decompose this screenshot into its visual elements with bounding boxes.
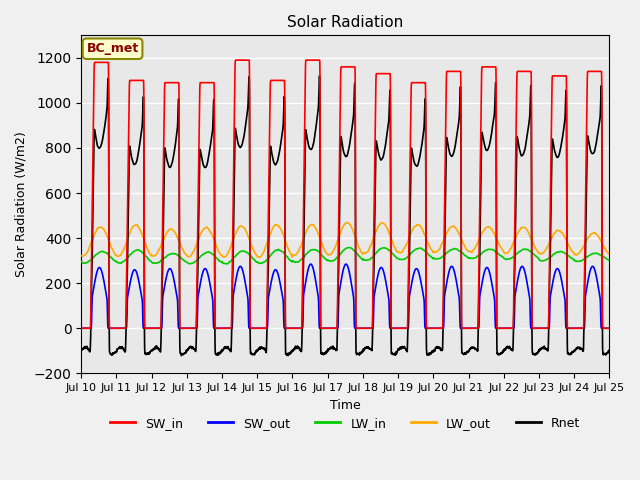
Rnet <box>605 348 612 353</box>
SW_in <box>493 325 501 331</box>
LW_in <box>344 245 352 251</box>
Rnet <box>326 346 333 352</box>
LW_out <box>464 248 472 254</box>
LW_in <box>172 252 180 257</box>
SW_in <box>435 325 442 331</box>
LW_in <box>223 261 231 267</box>
LW_out <box>172 232 180 238</box>
Line: Rnet: Rnet <box>81 76 609 356</box>
Line: SW_out: SW_out <box>81 264 609 328</box>
Text: BC_met: BC_met <box>86 42 139 55</box>
Line: SW_in: SW_in <box>81 60 609 328</box>
Rnet <box>316 73 323 79</box>
Rnet <box>464 349 472 355</box>
LW_out <box>435 248 442 253</box>
LW_in <box>435 256 442 262</box>
LW_in <box>605 258 613 264</box>
Y-axis label: Solar Radiation (W/m2): Solar Radiation (W/m2) <box>15 132 28 277</box>
Rnet <box>435 345 442 350</box>
LW_out <box>255 254 263 260</box>
SW_out <box>435 325 442 331</box>
X-axis label: Time: Time <box>330 398 361 412</box>
SW_out <box>172 288 180 294</box>
LW_out <box>494 238 502 244</box>
Rnet <box>605 348 613 354</box>
SW_in <box>77 325 85 331</box>
SW_in <box>232 57 240 63</box>
Legend: SW_in, SW_out, LW_in, LW_out, Rnet: SW_in, SW_out, LW_in, LW_out, Rnet <box>106 412 586 435</box>
SW_in <box>172 80 180 85</box>
Rnet <box>77 348 85 353</box>
SW_out <box>605 325 613 331</box>
LW_in <box>494 250 502 256</box>
LW_in <box>605 257 612 263</box>
Line: LW_in: LW_in <box>81 248 609 264</box>
LW_in <box>77 259 85 264</box>
LW_out <box>605 251 612 256</box>
Rnet <box>172 136 180 142</box>
LW_out <box>77 253 85 259</box>
SW_out <box>307 261 315 267</box>
SW_out <box>493 325 501 331</box>
Rnet <box>494 350 502 356</box>
LW_in <box>326 258 333 264</box>
LW_out <box>343 219 351 225</box>
SW_in <box>605 325 613 331</box>
Title: Solar Radiation: Solar Radiation <box>287 15 403 30</box>
Rnet <box>178 353 186 359</box>
LW_out <box>605 251 613 256</box>
LW_in <box>464 255 472 261</box>
SW_in <box>605 325 612 331</box>
SW_out <box>464 325 472 331</box>
SW_in <box>326 325 333 331</box>
SW_out <box>326 325 333 331</box>
Line: LW_out: LW_out <box>81 222 609 257</box>
SW_out <box>605 325 612 331</box>
SW_in <box>464 325 472 331</box>
SW_out <box>77 325 85 331</box>
LW_out <box>326 252 333 257</box>
